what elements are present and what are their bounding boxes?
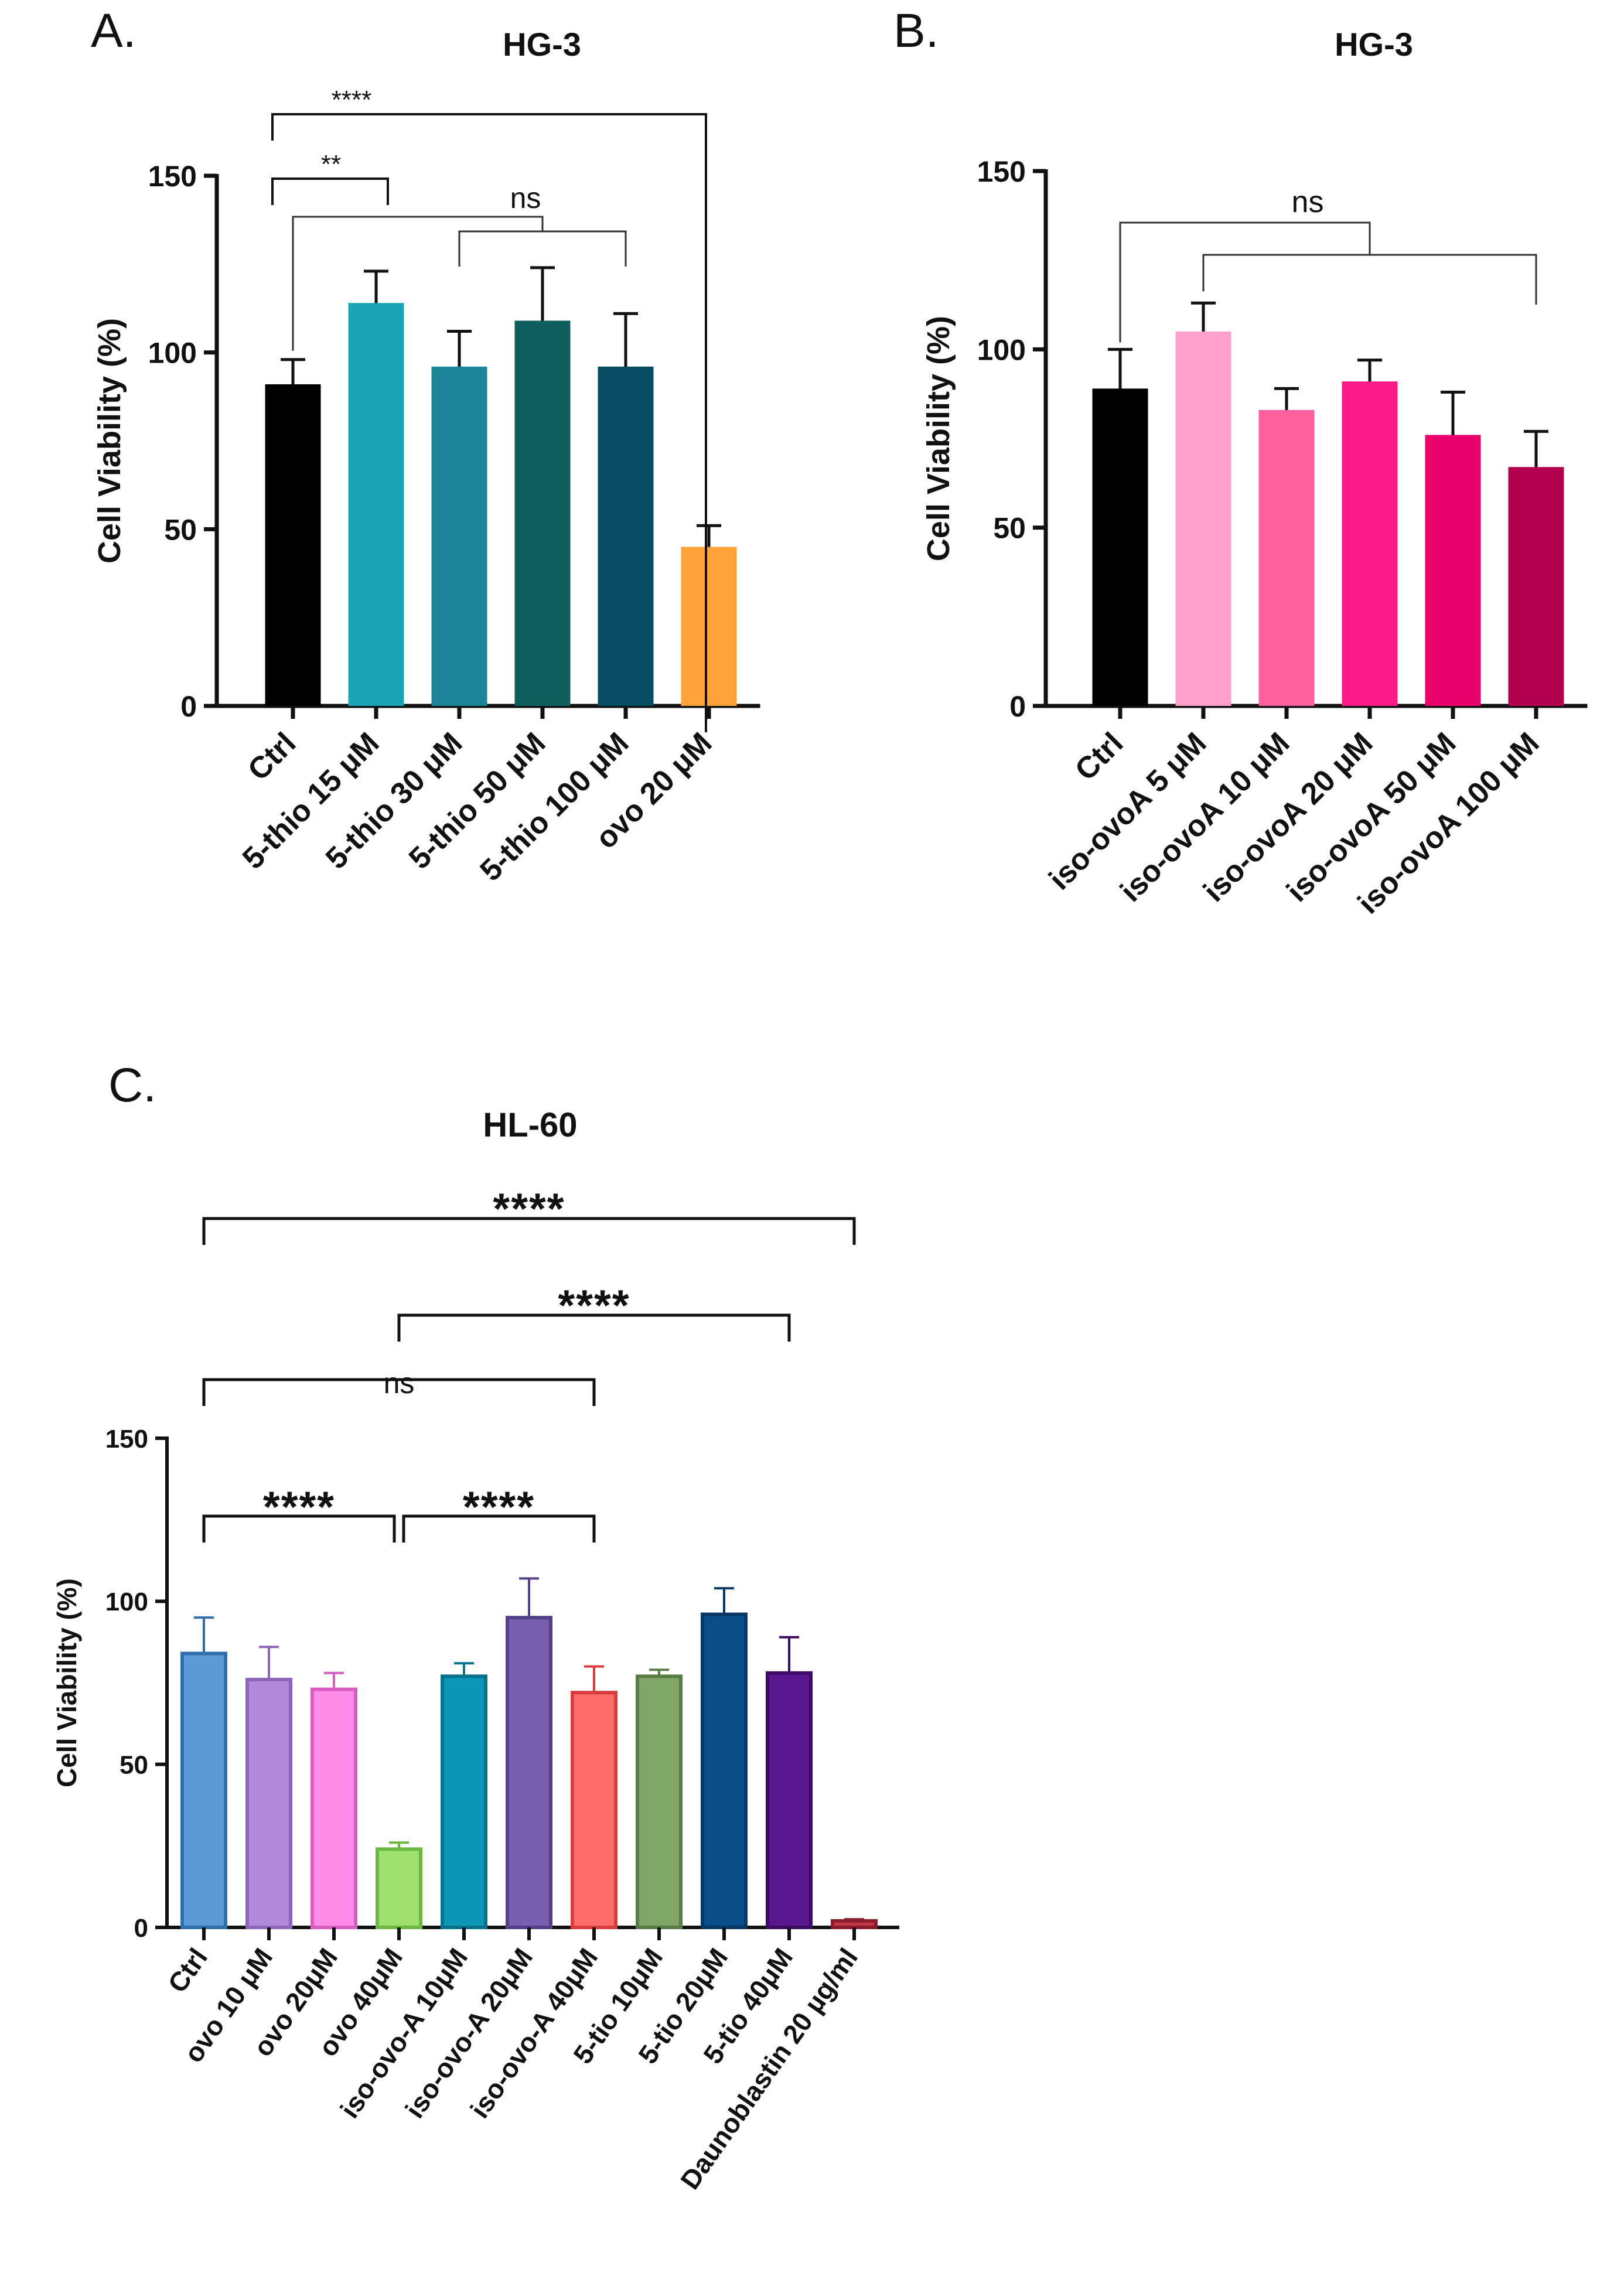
chart-title: HG-3	[503, 26, 581, 63]
bar	[701, 1612, 748, 1930]
y-tick-label: 0	[1009, 690, 1026, 723]
bar	[245, 1677, 292, 1930]
y-axis-label: Cell Viability (%)	[921, 316, 956, 561]
chart-title: HL-60	[483, 1106, 577, 1144]
bar	[1425, 435, 1481, 706]
category-label: 5-thio 100 μM	[473, 726, 635, 888]
significance-bracket	[292, 216, 544, 351]
bar	[571, 1691, 617, 1929]
significance-bracket	[202, 1378, 596, 1406]
bar	[831, 1919, 878, 1930]
bar	[598, 366, 654, 706]
y-tick-label: 100	[148, 337, 197, 370]
bar	[431, 366, 487, 706]
significance-label: ****	[493, 1185, 565, 1233]
y-tick-label: 50	[993, 512, 1026, 545]
significance-bracket	[202, 1217, 856, 1245]
category-label: Ctrl	[1069, 726, 1130, 787]
bar	[636, 1674, 683, 1930]
bar	[1092, 388, 1148, 706]
y-tick-label: 50	[164, 513, 197, 546]
significance-label: ns	[1292, 185, 1324, 219]
bar	[441, 1674, 487, 1930]
bar	[514, 320, 571, 706]
significance-bracket	[402, 1514, 596, 1543]
panel-letter: A.	[91, 4, 136, 57]
y-tick-label: 50	[120, 1751, 148, 1780]
bar	[311, 1687, 357, 1929]
y-tick-label: 100	[977, 333, 1026, 366]
bar	[1342, 381, 1398, 706]
significance-label: ****	[263, 1483, 335, 1531]
bar	[1258, 409, 1315, 706]
significance-bracket	[1119, 221, 1371, 343]
significance-label: ns	[510, 182, 541, 214]
category-label: Ctrl	[162, 1943, 213, 1998]
significance-bracket	[1202, 254, 1537, 305]
y-axis-label: Cell Viability (%)	[92, 318, 127, 564]
bar	[265, 384, 321, 706]
panel-a: A. HG-3 Cell Viability (%) 0 50 100 150 Ctrl 5-t…	[91, 4, 760, 888]
significance-bracket	[202, 1514, 396, 1543]
y-tick-label: 150	[148, 160, 197, 193]
significance-bracket	[271, 113, 707, 732]
bar	[1508, 467, 1564, 706]
significance-label: ****	[558, 1281, 630, 1330]
bar	[506, 1616, 552, 1930]
significance-bracket	[458, 230, 627, 267]
y-tick-label: 0	[180, 690, 197, 723]
bar	[1175, 331, 1231, 706]
y-tick-label: 0	[134, 1914, 148, 1943]
bar	[766, 1671, 813, 1930]
significance-label: ****	[332, 86, 372, 114]
panel-letter: C.	[108, 1059, 156, 1112]
significance-label: ****	[463, 1483, 535, 1531]
bar	[348, 303, 404, 706]
category-label: Ctrl	[241, 726, 302, 787]
bar	[376, 1847, 422, 1929]
bar	[180, 1651, 227, 1929]
chart-title: HG-3	[1335, 26, 1413, 63]
significance-bracket	[397, 1313, 791, 1342]
bar	[681, 547, 737, 706]
y-axis-label: Cell Viability (%)	[52, 1578, 82, 1787]
panel-letter: B.	[893, 4, 939, 57]
significance-label: **	[321, 150, 341, 179]
y-tick-label: 150	[977, 155, 1026, 188]
y-tick-label: 150	[105, 1425, 148, 1453]
y-tick-label: 100	[105, 1588, 148, 1616]
significance-bracket	[271, 178, 389, 205]
significance-label: ns	[384, 1367, 415, 1400]
